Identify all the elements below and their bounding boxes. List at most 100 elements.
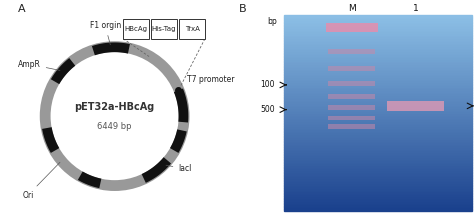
- Bar: [284, 142, 472, 144]
- Text: His-Tag: His-Tag: [152, 26, 176, 32]
- Bar: [284, 77, 472, 79]
- Bar: [284, 121, 472, 123]
- Bar: [284, 149, 472, 150]
- Bar: [284, 154, 472, 155]
- Bar: [284, 196, 472, 198]
- Bar: [284, 193, 472, 194]
- Bar: [284, 188, 472, 189]
- Bar: [284, 30, 472, 31]
- Bar: [284, 181, 472, 183]
- Bar: [284, 23, 472, 25]
- Bar: [284, 83, 472, 85]
- Bar: [284, 186, 472, 188]
- Bar: [284, 110, 472, 111]
- Bar: [284, 74, 472, 75]
- Bar: [326, 23, 378, 32]
- Text: Ori: Ori: [22, 162, 60, 200]
- Bar: [284, 31, 472, 33]
- Bar: [284, 36, 472, 38]
- Bar: [284, 173, 472, 175]
- Bar: [284, 134, 472, 136]
- Bar: [387, 101, 444, 111]
- Bar: [284, 119, 472, 121]
- Bar: [284, 41, 472, 43]
- Bar: [284, 111, 472, 113]
- Text: AmpR: AmpR: [18, 60, 60, 70]
- Circle shape: [51, 52, 179, 180]
- Bar: [284, 90, 472, 92]
- Bar: [284, 101, 472, 103]
- Text: 1: 1: [412, 4, 419, 13]
- Bar: [284, 116, 472, 118]
- Bar: [284, 129, 472, 131]
- Bar: [284, 15, 472, 17]
- Bar: [284, 79, 472, 80]
- Bar: [328, 94, 375, 99]
- Bar: [284, 180, 472, 181]
- Bar: [284, 165, 472, 167]
- Text: T7 promoter: T7 promoter: [187, 75, 235, 84]
- FancyBboxPatch shape: [179, 19, 205, 39]
- Bar: [284, 51, 472, 52]
- Bar: [284, 38, 472, 40]
- Bar: [284, 33, 472, 35]
- Bar: [284, 185, 472, 186]
- Bar: [328, 81, 375, 86]
- Bar: [284, 204, 472, 206]
- Bar: [328, 49, 375, 54]
- Bar: [284, 163, 472, 165]
- Bar: [284, 25, 472, 26]
- Bar: [284, 69, 472, 71]
- Bar: [284, 183, 472, 185]
- Bar: [284, 157, 472, 158]
- Bar: [284, 160, 472, 162]
- Bar: [284, 178, 472, 180]
- Bar: [284, 152, 472, 154]
- Bar: [284, 127, 472, 129]
- Bar: [284, 123, 472, 124]
- Text: bp: bp: [267, 17, 277, 26]
- Bar: [284, 71, 472, 72]
- Bar: [284, 95, 472, 97]
- Bar: [284, 131, 472, 132]
- Bar: [284, 172, 472, 173]
- Text: 500: 500: [260, 105, 275, 114]
- Bar: [284, 100, 472, 101]
- Text: TrxA: TrxA: [184, 26, 200, 32]
- Bar: [284, 18, 472, 20]
- Bar: [284, 66, 472, 67]
- Bar: [284, 137, 472, 139]
- Bar: [284, 75, 472, 77]
- Bar: [284, 177, 472, 178]
- Bar: [284, 118, 472, 119]
- Text: 6449 bp: 6449 bp: [97, 122, 132, 131]
- Bar: [284, 40, 472, 41]
- Bar: [284, 46, 472, 48]
- FancyBboxPatch shape: [151, 19, 177, 39]
- Bar: [284, 80, 472, 82]
- Bar: [284, 108, 472, 110]
- Bar: [284, 175, 472, 177]
- Bar: [284, 93, 472, 95]
- Bar: [284, 35, 472, 36]
- Bar: [284, 22, 472, 23]
- Bar: [284, 48, 472, 49]
- Text: F1 orgin: F1 orgin: [90, 21, 121, 45]
- Bar: [284, 17, 472, 18]
- Bar: [284, 141, 472, 142]
- Bar: [284, 106, 472, 108]
- Bar: [284, 67, 472, 69]
- Text: 100: 100: [260, 80, 275, 89]
- Bar: [284, 207, 472, 209]
- Bar: [328, 124, 375, 129]
- Bar: [284, 87, 472, 88]
- Bar: [284, 57, 472, 59]
- Bar: [284, 49, 472, 51]
- Bar: [284, 194, 472, 196]
- Bar: [284, 126, 472, 127]
- Bar: [284, 72, 472, 74]
- Bar: [284, 206, 472, 207]
- Bar: [284, 88, 472, 90]
- Bar: [284, 82, 472, 84]
- Bar: [284, 26, 472, 28]
